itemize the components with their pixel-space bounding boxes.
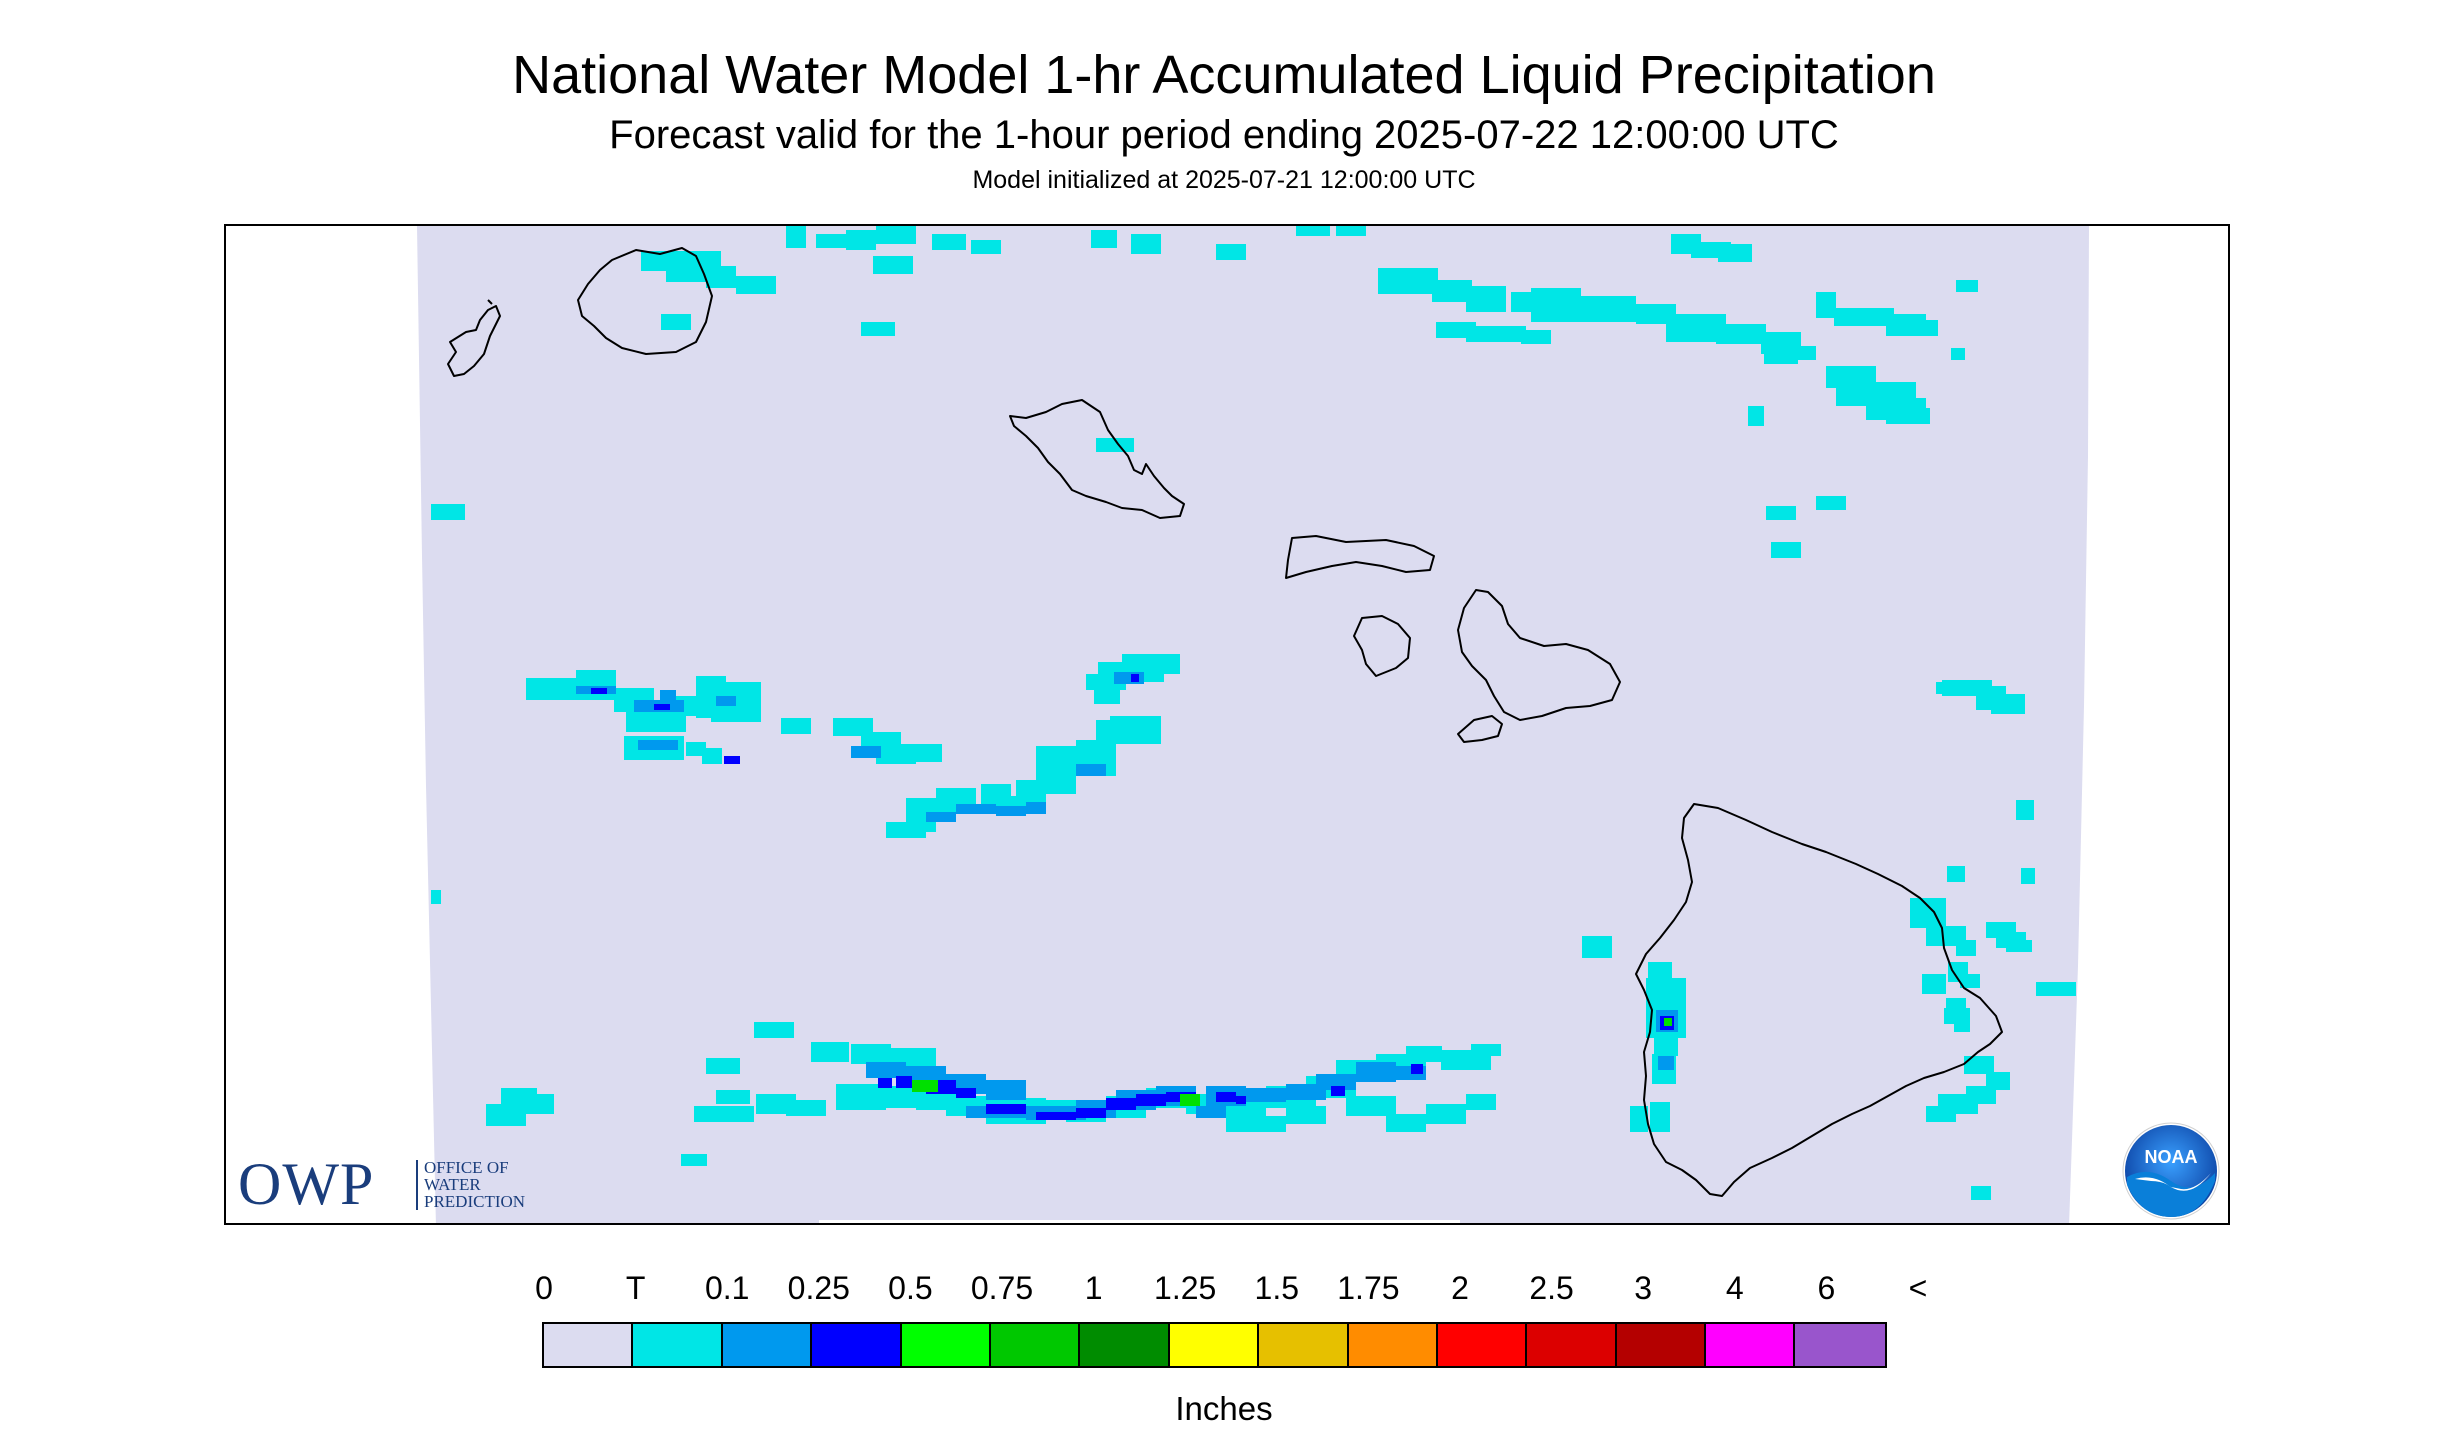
legend-swatch bbox=[633, 1324, 723, 1366]
island-niihau bbox=[447, 299, 501, 377]
legend-tick-label: < bbox=[1908, 1270, 1928, 1306]
legend-tick-label: 0.75 bbox=[970, 1270, 1034, 1306]
legend-tick-label: 2.5 bbox=[1529, 1270, 1574, 1306]
legend-tick-label: 0.25 bbox=[787, 1270, 850, 1306]
legend-tick-label: 1.5 bbox=[1254, 1270, 1300, 1306]
legend-swatch bbox=[901, 1324, 991, 1366]
island-maui bbox=[1457, 589, 1621, 721]
legend-tick-label: 0.1 bbox=[704, 1270, 750, 1306]
rain-cells bbox=[431, 226, 2076, 1200]
legend-swatch bbox=[812, 1324, 902, 1366]
legend-swatch bbox=[1795, 1324, 1885, 1366]
legend-swatch bbox=[1706, 1324, 1796, 1366]
legend-swatch bbox=[1259, 1324, 1349, 1366]
legend-tick-label: 1 bbox=[1084, 1270, 1103, 1306]
legend-tick-label: 1.75 bbox=[1337, 1270, 1400, 1306]
legend-tick-labels: 0 T 0.1 0.25 0.5 0.75 1 1.25 1.5 1.75 2 2.5 3 4 6 < bbox=[0, 1270, 2448, 1310]
island-lanai bbox=[1353, 615, 1411, 677]
owp-logo-line2: WATER bbox=[424, 1175, 481, 1194]
legend-tick-label: 4 bbox=[1725, 1270, 1744, 1306]
legend-swatch bbox=[1616, 1324, 1707, 1366]
island-kahoolawe bbox=[1457, 715, 1503, 743]
legend-tick-label: 2 bbox=[1451, 1270, 1469, 1306]
legend-swatch bbox=[1527, 1324, 1617, 1366]
noaa-logo: NOAA bbox=[2122, 1122, 2220, 1220]
owp-logo: OWP OFFICE OF WATER PREDICTION bbox=[238, 1154, 568, 1214]
owp-logo-line3: PREDICTION bbox=[424, 1192, 526, 1211]
map-panel: OWP OFFICE OF WATER PREDICTION NOAA bbox=[224, 224, 2230, 1225]
legend-tick-label: 0 bbox=[535, 1270, 553, 1306]
island-kauai bbox=[577, 247, 713, 355]
island-oahu bbox=[1009, 399, 1185, 519]
coastlines bbox=[447, 247, 2003, 1197]
owp-logo-text: OWP bbox=[238, 1151, 375, 1217]
legend-tick-label: 6 bbox=[1817, 1270, 1836, 1306]
precipitation-map bbox=[417, 226, 2089, 1223]
legend-swatch bbox=[1080, 1324, 1170, 1366]
legend-tick-label: T bbox=[625, 1270, 646, 1306]
owp-logo-divider bbox=[416, 1160, 418, 1210]
island-hawaii bbox=[1635, 803, 2003, 1197]
owp-logo-line1: OFFICE OF bbox=[424, 1158, 509, 1177]
map-subtitle: Forecast valid for the 1-hour period end… bbox=[609, 113, 1839, 157]
legend-swatch bbox=[722, 1324, 813, 1366]
noaa-logo-text: NOAA bbox=[2145, 1147, 2198, 1167]
legend-color-bar bbox=[542, 1322, 1887, 1368]
legend-units: Inches bbox=[1175, 1390, 1273, 1427]
map-title: National Water Model 1-hr Accumulated Li… bbox=[512, 45, 1936, 105]
legend-tick-label: 3 bbox=[1634, 1270, 1653, 1306]
legend-tick-label: 0.5 bbox=[888, 1270, 933, 1306]
legend-swatch bbox=[1169, 1324, 1260, 1366]
legend-swatch bbox=[544, 1324, 634, 1366]
legend-swatch bbox=[1437, 1324, 1528, 1366]
island-molokai bbox=[1285, 535, 1435, 579]
legend-swatch bbox=[1348, 1324, 1438, 1366]
legend-tick-label: 1.25 bbox=[1154, 1270, 1217, 1306]
legend-swatch bbox=[990, 1324, 1081, 1366]
model-init-time: Model initialized at 2025-07-21 12:00:00… bbox=[972, 166, 1476, 194]
